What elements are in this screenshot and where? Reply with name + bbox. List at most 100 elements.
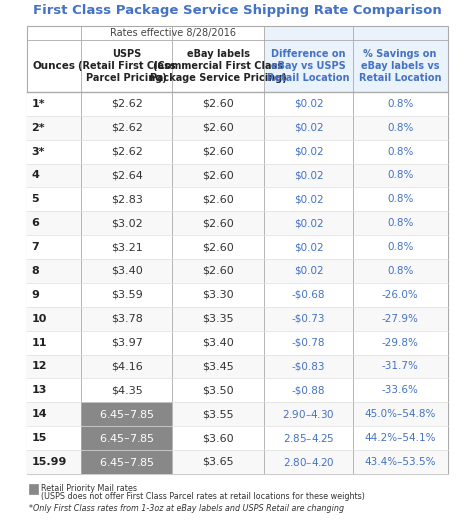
Text: -29.8%: -29.8% [382, 338, 419, 348]
Text: USPS
(Retail First Class
Parcel Pricing): USPS (Retail First Class Parcel Pricing) [78, 49, 175, 83]
Bar [27, 116, 447, 140]
Text: $2.64: $2.64 [111, 171, 143, 181]
Text: % Savings on
eBay labels vs
Retail Location: % Savings on eBay labels vs Retail Locat… [359, 49, 441, 83]
Text: 3*: 3* [31, 147, 45, 156]
Bar [28, 484, 37, 494]
Text: $3.55: $3.55 [202, 409, 234, 419]
Text: (USPS does not offer First Class Parcel rates at retail locations for these weig: (USPS does not offer First Class Parcel … [41, 492, 365, 501]
Text: 7: 7 [31, 242, 39, 252]
Text: $2.60: $2.60 [202, 99, 234, 109]
Text: Rates effective 8/28/2016: Rates effective 8/28/2016 [110, 28, 236, 38]
Text: $0.02: $0.02 [294, 147, 323, 156]
Text: 2*: 2* [31, 123, 45, 132]
Text: 14: 14 [31, 409, 47, 419]
Text: $0.02: $0.02 [294, 99, 323, 109]
Text: 4: 4 [31, 171, 39, 181]
Text: Retail Priority Mail rates: Retail Priority Mail rates [41, 484, 137, 493]
Bar [27, 426, 447, 450]
Text: -$0.73: -$0.73 [292, 314, 326, 324]
Text: *Only First Class rates from 1-3oz at eBay labels and USPS Retail are changing: *Only First Class rates from 1-3oz at eB… [28, 504, 344, 513]
Text: 13: 13 [31, 385, 46, 395]
Text: $2.60: $2.60 [202, 147, 234, 156]
Bar [27, 450, 447, 474]
Text: $3.60: $3.60 [202, 433, 234, 443]
Text: 43.4%–53.5%: 43.4%–53.5% [365, 457, 436, 467]
Text: $3.45: $3.45 [202, 361, 234, 372]
Text: 45.0%–54.8%: 45.0%–54.8% [365, 409, 436, 419]
Bar [27, 164, 447, 188]
Bar [82, 402, 172, 426]
Bar [264, 26, 353, 92]
Text: 0.8%: 0.8% [387, 147, 413, 156]
Text: $3.59: $3.59 [111, 290, 143, 300]
Text: $0.02: $0.02 [294, 242, 323, 252]
Bar [27, 140, 447, 164]
Text: $4.16: $4.16 [111, 361, 143, 372]
Text: 15: 15 [31, 433, 46, 443]
Text: $6.45–$7.85: $6.45–$7.85 [99, 456, 155, 468]
Text: $0.02: $0.02 [294, 218, 323, 228]
Text: 0.8%: 0.8% [387, 171, 413, 181]
Bar [27, 402, 447, 426]
Bar [27, 259, 447, 283]
Bar [353, 26, 447, 92]
Text: $3.40: $3.40 [202, 338, 234, 348]
Text: $3.78: $3.78 [111, 314, 143, 324]
Bar [27, 331, 447, 355]
Text: -27.9%: -27.9% [382, 314, 419, 324]
Text: $3.21: $3.21 [111, 242, 143, 252]
Text: $2.80–$4.20: $2.80–$4.20 [283, 456, 335, 468]
Text: $2.62: $2.62 [111, 99, 143, 109]
Text: 1*: 1* [31, 99, 45, 109]
Text: 44.2%–54.1%: 44.2%–54.1% [365, 433, 436, 443]
Text: $3.35: $3.35 [202, 314, 234, 324]
Bar [27, 92, 447, 116]
Text: 0.8%: 0.8% [387, 99, 413, 109]
Text: $2.85–$4.25: $2.85–$4.25 [283, 432, 335, 444]
Text: -26.0%: -26.0% [382, 290, 419, 300]
Text: $2.62: $2.62 [111, 123, 143, 132]
Text: 10: 10 [31, 314, 46, 324]
Text: $0.02: $0.02 [294, 195, 323, 205]
Text: -$0.83: -$0.83 [292, 361, 326, 372]
Text: $3.40: $3.40 [111, 266, 143, 276]
Text: $2.60: $2.60 [202, 266, 234, 276]
Text: $3.65: $3.65 [202, 457, 234, 467]
Text: 15.99: 15.99 [31, 457, 67, 467]
Text: -31.7%: -31.7% [382, 361, 419, 372]
Text: eBay labels
(Commercial First Class
Package Service Pricing): eBay labels (Commercial First Class Pack… [150, 49, 287, 83]
Text: -$0.88: -$0.88 [292, 385, 326, 395]
Text: $3.97: $3.97 [111, 338, 143, 348]
Text: $0.02: $0.02 [294, 171, 323, 181]
Text: 0.8%: 0.8% [387, 218, 413, 228]
Text: $2.60: $2.60 [202, 218, 234, 228]
Text: $2.60: $2.60 [202, 123, 234, 132]
Text: 0.8%: 0.8% [387, 242, 413, 252]
Text: $2.83: $2.83 [111, 195, 143, 205]
Text: $2.90–$4.30: $2.90–$4.30 [283, 408, 335, 420]
Text: $3.02: $3.02 [111, 218, 143, 228]
Text: $3.50: $3.50 [202, 385, 234, 395]
Bar [27, 235, 447, 259]
Bar [27, 188, 447, 211]
Bar [82, 426, 172, 450]
Text: 0.8%: 0.8% [387, 123, 413, 132]
Text: $0.02: $0.02 [294, 266, 323, 276]
Bar [82, 450, 172, 474]
Text: 0.8%: 0.8% [387, 195, 413, 205]
Text: 9: 9 [31, 290, 39, 300]
Text: $2.60: $2.60 [202, 195, 234, 205]
Text: -$0.78: -$0.78 [292, 338, 326, 348]
Bar [27, 211, 447, 235]
Bar [27, 307, 447, 331]
Text: $4.35: $4.35 [111, 385, 143, 395]
Text: $2.62: $2.62 [111, 147, 143, 156]
Bar [27, 378, 447, 402]
Bar [27, 26, 447, 474]
Text: -$0.68: -$0.68 [292, 290, 326, 300]
Text: 8: 8 [31, 266, 39, 276]
Bar [27, 283, 447, 307]
Text: $6.45–$7.85: $6.45–$7.85 [99, 408, 155, 420]
Text: $2.60: $2.60 [202, 171, 234, 181]
Text: Difference on
eBay vs USPS
Retail Location: Difference on eBay vs USPS Retail Locati… [267, 49, 350, 83]
